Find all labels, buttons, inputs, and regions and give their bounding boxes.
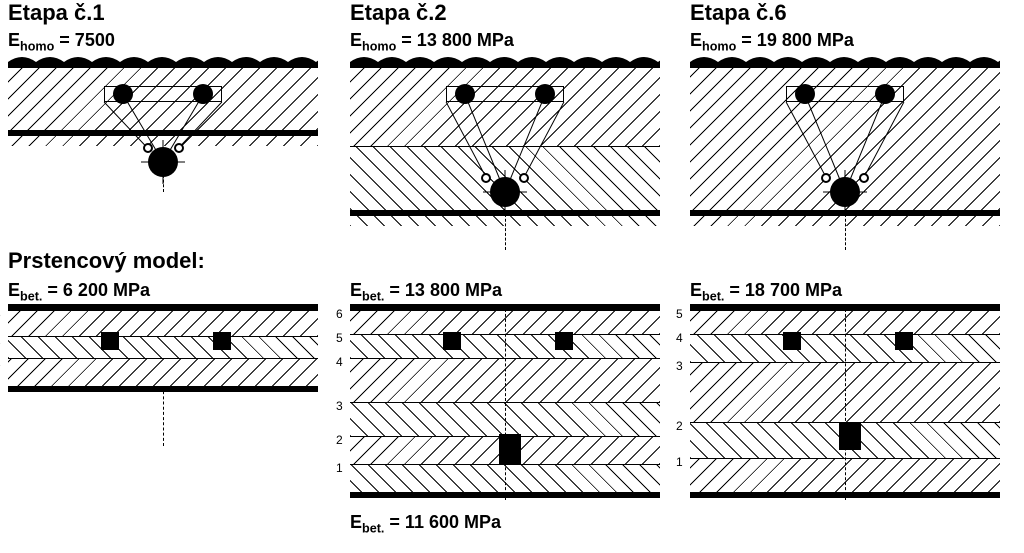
ring-layer-label: 3 bbox=[336, 399, 343, 413]
e-bet-label: Ebet. = 13 800 MPa bbox=[350, 280, 502, 304]
cross-section bbox=[350, 52, 660, 220]
ring-layer-label: 3 bbox=[0, 307, 1, 321]
e-bet-label: Ebet. = 18 700 MPa bbox=[690, 280, 842, 304]
stage-title: Etapa č.1 bbox=[8, 0, 105, 26]
ring-layer-label: 3 bbox=[676, 359, 683, 373]
stage-title: Etapa č.6 bbox=[690, 0, 787, 26]
e-homo-label: Ehomo = 19 800 MPa bbox=[690, 30, 854, 54]
ring-layer-label: 1 bbox=[0, 355, 1, 369]
ring-layer-label: 5 bbox=[336, 331, 343, 345]
cross-section bbox=[690, 52, 1000, 220]
ring-layer-label: 2 bbox=[0, 333, 1, 347]
stage-title: Etapa č.2 bbox=[350, 0, 447, 26]
centerline bbox=[845, 304, 846, 500]
ring-model-label: Prstencový model: bbox=[8, 248, 205, 274]
ring-layer-label: 2 bbox=[336, 433, 343, 447]
cross-section bbox=[8, 52, 318, 162]
ring-layer-label: 4 bbox=[676, 331, 683, 345]
diagram-root: Prstencový model: Etapa č.1 Ehomo = 7500 Eb… bbox=[0, 0, 1024, 553]
ring-layer-label: 1 bbox=[676, 455, 683, 469]
ring-layer-label: 5 bbox=[676, 307, 683, 321]
e-bet-label: Ebet. = 6 200 MPa bbox=[8, 280, 150, 304]
ring-section bbox=[8, 304, 318, 394]
ring-layer-label: 6 bbox=[336, 307, 343, 321]
ring-layer-label: 4 bbox=[336, 355, 343, 369]
centerline bbox=[505, 304, 506, 500]
ring-layer-label: 1 bbox=[336, 461, 343, 475]
centerline bbox=[163, 386, 164, 446]
e-bet2-label: Ebet. = 11 600 MPa bbox=[350, 512, 501, 536]
ring-layer-label: 2 bbox=[676, 419, 683, 433]
e-homo-label: Ehomo = 7500 bbox=[8, 30, 115, 54]
e-homo-label: Ehomo = 13 800 MPa bbox=[350, 30, 514, 54]
